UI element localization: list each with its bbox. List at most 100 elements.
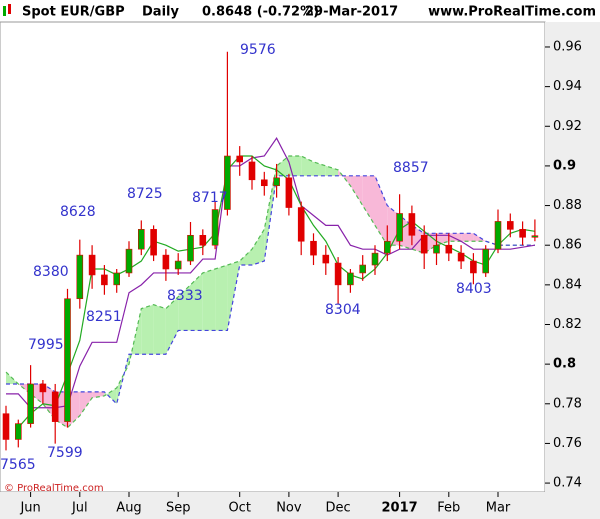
candle-body xyxy=(187,234,194,262)
cloud xyxy=(276,156,289,176)
candle-body xyxy=(470,260,477,274)
candle-body xyxy=(359,264,367,274)
candle-body xyxy=(531,235,539,238)
senkou-span-b xyxy=(6,175,535,405)
candle-body xyxy=(27,383,34,424)
price-annotation: 8628 xyxy=(60,204,96,220)
candle-body xyxy=(371,252,379,266)
candle-body xyxy=(482,248,490,274)
price-annotation: 9576 xyxy=(240,42,276,58)
y-tick-label: 0.96 xyxy=(553,39,582,54)
x-tick-label: 2017 xyxy=(382,501,418,516)
y-tick-label: 0.92 xyxy=(553,119,582,134)
price-annotation: 8304 xyxy=(325,302,361,318)
x-tick-label: Nov xyxy=(276,501,302,516)
candle-body xyxy=(88,254,96,276)
candle-body xyxy=(125,248,133,274)
candle-body xyxy=(51,391,59,422)
y-tick-label: 0.9 xyxy=(553,158,576,173)
candle-body xyxy=(347,272,354,286)
cloud xyxy=(79,391,93,416)
source: www.ProRealTime.com xyxy=(428,5,596,20)
price-annotation: 7995 xyxy=(28,337,64,353)
candle-body xyxy=(457,252,465,262)
candle-body xyxy=(64,298,71,422)
logo xyxy=(3,4,11,16)
cloud xyxy=(104,387,117,404)
price-annotation: 8725 xyxy=(127,186,163,202)
date: 29-Mar-2017 xyxy=(305,5,398,20)
candle-body xyxy=(420,234,428,254)
cloud xyxy=(252,229,265,266)
cloud xyxy=(202,268,216,331)
cloud xyxy=(92,391,105,398)
cloud xyxy=(178,284,191,331)
y-tick-label: 0.78 xyxy=(553,396,582,411)
candle-body xyxy=(15,423,22,440)
x-tick-label: Sep xyxy=(166,501,191,516)
y-axis-band xyxy=(545,22,600,492)
candle-body xyxy=(174,260,182,270)
price-annotation: 8717 xyxy=(192,190,228,206)
candle-body xyxy=(248,161,256,181)
x-tick-label: Oct xyxy=(228,501,250,516)
kijun-line xyxy=(6,136,535,409)
x-tick-label: Mar xyxy=(486,501,511,516)
candle-body xyxy=(396,213,403,242)
y-tick-label: 0.82 xyxy=(553,317,582,332)
cloud xyxy=(461,233,474,242)
candle-body xyxy=(494,221,502,250)
plot xyxy=(2,51,539,451)
y-tick-label: 0.88 xyxy=(553,198,582,213)
cloud xyxy=(375,175,388,246)
copyright: © ProRealTime.com xyxy=(4,483,104,494)
y-tick-label: 0.74 xyxy=(553,476,582,491)
x-tick-label: Jun xyxy=(19,501,40,516)
candle-body xyxy=(506,221,514,230)
y-tick-label: 0.94 xyxy=(553,79,582,94)
candle-body xyxy=(224,155,231,210)
y-tick-label: 0.76 xyxy=(553,436,582,451)
symbol: Spot EUR/GBP xyxy=(22,5,125,20)
cloud xyxy=(165,296,179,355)
candle-body xyxy=(322,254,330,264)
candle-body xyxy=(199,234,207,246)
period: Daily xyxy=(142,5,179,20)
x-tick-label: Feb xyxy=(437,501,460,516)
candle-body xyxy=(162,254,170,270)
candle-body xyxy=(138,229,145,250)
x-tick-label: Jul xyxy=(71,501,88,516)
cloud xyxy=(215,265,228,331)
cloud xyxy=(190,272,203,331)
cloud xyxy=(350,175,363,206)
candle-body xyxy=(445,244,453,254)
candle-body xyxy=(113,272,120,286)
price-annotation: 8251 xyxy=(86,309,122,325)
cloud xyxy=(362,175,375,226)
candle-body xyxy=(408,213,416,236)
candle-body xyxy=(2,413,10,440)
candle-body xyxy=(101,274,108,286)
y-tick-label: 0.8 xyxy=(553,357,576,372)
y-tick-label: 0.84 xyxy=(553,277,582,292)
cloud xyxy=(141,304,154,355)
cloud xyxy=(264,165,277,262)
candle-body xyxy=(236,155,243,163)
candle-body xyxy=(297,207,305,242)
price-annotation: 7599 xyxy=(47,445,83,461)
candle-body xyxy=(76,254,84,300)
candle-body xyxy=(260,179,268,187)
y-tick-label: 0.86 xyxy=(553,238,582,253)
candle-body xyxy=(150,229,157,256)
cloud xyxy=(288,156,302,176)
x-tick-label: Aug xyxy=(116,501,141,516)
candle-body xyxy=(310,240,317,256)
candle-body xyxy=(383,240,391,254)
candle-body xyxy=(334,262,342,286)
price-annotation: 8403 xyxy=(456,281,492,297)
candle-body xyxy=(285,177,293,208)
candle-body xyxy=(433,244,440,254)
candle-body xyxy=(211,209,219,246)
x-tick-label: Dec xyxy=(326,501,351,516)
